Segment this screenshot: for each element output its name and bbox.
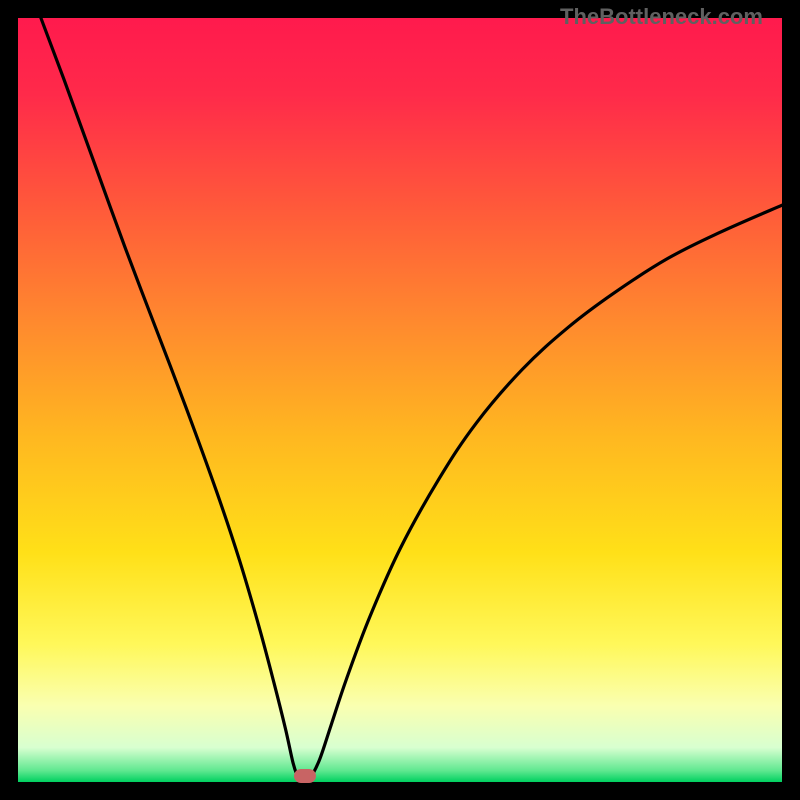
watermark-text: TheBottleneck.com: [560, 4, 763, 30]
chart-container: TheBottleneck.com: [0, 0, 800, 800]
plot-area: [18, 18, 782, 782]
optimal-point-marker: [294, 769, 316, 783]
